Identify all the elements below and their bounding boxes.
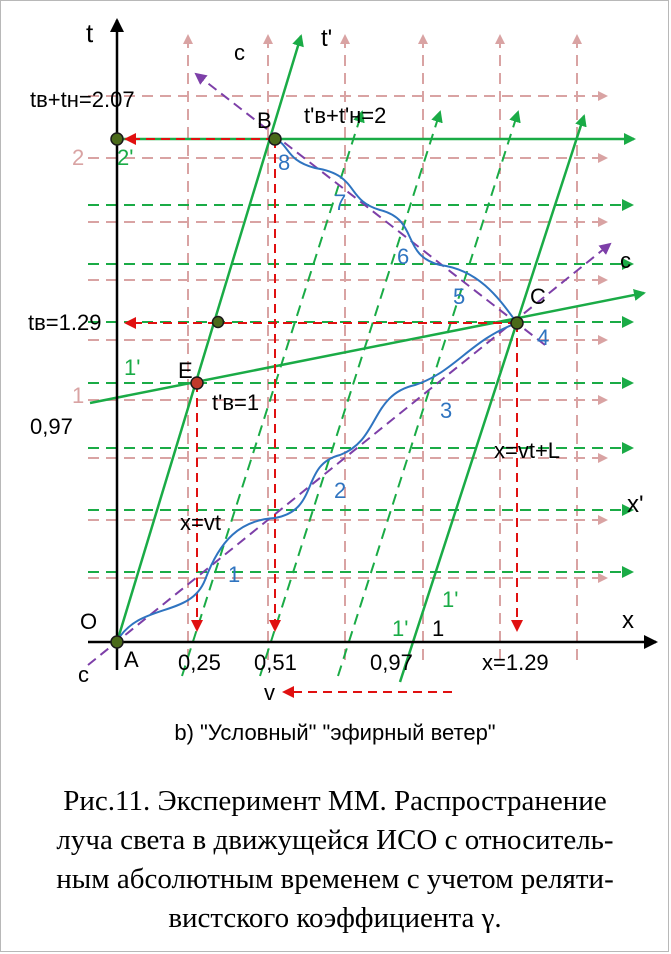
wave-label-6: 6 (397, 244, 409, 269)
x-1-label: 1 (432, 616, 444, 641)
point-a-dot (110, 635, 124, 649)
point-b-label: B (257, 108, 272, 133)
caption-line-4: вистского коэффициента γ. (168, 902, 501, 934)
wave-label-2: 2 (334, 478, 346, 503)
t-axis-label: t (86, 18, 94, 48)
figure-subtitle: b) "Условный" "эфирный ветер" (174, 720, 495, 745)
caption-line-1: Рис.11. Эксперимент ММ. Распространение (63, 785, 606, 817)
wave-label-4: 4 (537, 325, 549, 350)
axes (88, 18, 658, 670)
green-dashed-slanted (181, 110, 521, 677)
x-vt-l-label: x=vt+L (494, 438, 560, 463)
tick-2-label: 2 (72, 145, 84, 170)
light-rays (87, 72, 612, 666)
pink-vertical-grid (183, 34, 582, 660)
point-c-dot (510, 316, 524, 330)
wave-label-3: 3 (440, 398, 452, 423)
x-051-label: 0,51 (254, 650, 297, 675)
figure-caption: Рис.11. Эксперимент ММ. Распространение … (56, 785, 614, 934)
tick-2-dot (110, 132, 124, 146)
point-c-label: C (530, 284, 546, 309)
tb-tn-label: tв+tн=2.07 (30, 87, 135, 112)
x-1p-b-label: 1' (442, 587, 458, 612)
wave-label-7: 7 (334, 190, 346, 215)
c-right-label: c (620, 248, 631, 273)
tpb-tpn-label: t'в+t'н=2 (304, 103, 386, 128)
t-prime-label: t' (321, 25, 332, 52)
tick-1-label: 1 (72, 383, 84, 408)
pink-horizontal-grid (88, 91, 608, 583)
red-projections (124, 133, 523, 698)
wave-label-5: 5 (453, 284, 465, 309)
x-prime-label: x' (627, 491, 644, 518)
origin-label: O (80, 609, 97, 634)
c-top-label: c (234, 40, 245, 65)
simultaneity-line (89, 289, 646, 405)
points (110, 132, 524, 649)
caption-line-2: луча света в движущейся ИСО с относитель… (56, 824, 613, 856)
wave-label-1: 1 (228, 562, 240, 587)
point-a-label: A (124, 647, 139, 672)
point-b-dot (268, 132, 282, 146)
green-solid-lines (89, 34, 646, 683)
v-label: v (264, 680, 275, 705)
tpb-1-label: t'в=1 (212, 390, 259, 415)
x-025-label: 0,25 (178, 650, 221, 675)
point-e-label: E (178, 358, 193, 383)
x-129-label: x=1.29 (482, 650, 549, 675)
wave-label-8: 8 (278, 150, 290, 175)
wavy-light-path (116, 138, 519, 642)
x-1p-a-label: 1' (392, 616, 408, 641)
point-e-dot (190, 376, 204, 390)
tick-1p-label: 1' (124, 355, 140, 380)
intersection-dot (211, 315, 225, 329)
green-dashed-horizontals (88, 199, 634, 578)
world-line-c (398, 114, 587, 683)
tick-097-t-label: 0,97 (30, 414, 73, 439)
x-097-label: 0,97 (370, 650, 413, 675)
caption-line-3: ным абсолютным временем с учетом реляти- (56, 863, 614, 895)
x-vt-label: x=vt (180, 510, 221, 535)
c-bottom-label: c (78, 662, 89, 687)
tb-129-label: tв=1.29 (28, 310, 101, 335)
tick-2p-label: 2' (117, 145, 133, 170)
x-axis-label: x (622, 607, 634, 634)
